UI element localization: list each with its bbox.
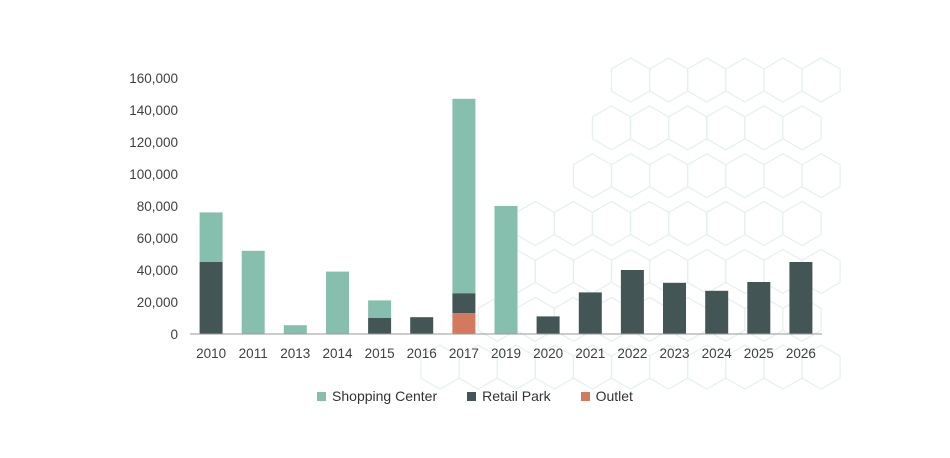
background-hexagon [687, 248, 727, 295]
background-hexagon [801, 248, 841, 295]
x-axis: 2010 2011 2013 2014 2015 2016 2017 2019 2020 2021… [196, 346, 816, 361]
legend-swatch-retail-park [467, 391, 477, 401]
legend-swatch-shopping-center [317, 391, 327, 401]
background-hexagon [782, 296, 822, 342]
y-tick-label: 40,000 [137, 263, 178, 278]
background-hexagon [782, 200, 822, 247]
x-tick-label: 2013 [280, 346, 310, 361]
background-hexagon [629, 105, 670, 151]
background-hexagon [553, 200, 594, 247]
background-hexagon [744, 105, 784, 151]
bar-retail-park-2023 [663, 282, 686, 334]
background-hexagon [763, 153, 803, 199]
x-tick-label: 2020 [533, 346, 563, 361]
hexagon-background-pattern [420, 57, 841, 390]
x-tick-label: 2015 [365, 346, 395, 361]
x-tick-label: 2019 [491, 346, 521, 361]
bar-retail-park-2015 [368, 318, 392, 334]
y-tick-label: 100,000 [129, 167, 178, 182]
background-hexagon [591, 105, 632, 151]
background-hexagon [572, 248, 613, 295]
bar-shopping-center-2013 [283, 325, 307, 334]
background-hexagon [572, 153, 613, 199]
bar-shopping-center-2011 [241, 250, 265, 334]
x-tick-label: 2022 [617, 346, 647, 361]
background-hexagon [801, 344, 841, 390]
y-tick-label: 140,000 [129, 103, 178, 118]
background-hexagon [648, 153, 689, 199]
bar-retail-park-2017 [452, 293, 476, 314]
background-hexagon [687, 57, 727, 103]
y-tick-label: 120,000 [129, 135, 178, 150]
bar-shopping-center-2017 [452, 98, 476, 294]
legend-item-outlet: Outlet [580, 388, 633, 404]
y-tick-label: 80,000 [137, 199, 178, 214]
legend-item-shopping-center: Shopping Center [317, 388, 437, 404]
y-tick-label: 0 [170, 327, 178, 342]
bar-retail-park-2021 [578, 292, 602, 334]
background-hexagon [782, 105, 822, 151]
x-tick-label: 2021 [575, 346, 605, 361]
x-tick-label: 2026 [786, 346, 816, 361]
bars-group [199, 98, 813, 334]
background-hexagon [667, 200, 708, 247]
background-hexagon [801, 57, 841, 103]
background-hexagon [801, 153, 841, 199]
bar-retail-park-2010 [199, 262, 223, 334]
background-hexagon [534, 248, 575, 295]
bar-retail-park-2016 [410, 317, 434, 334]
background-hexagon [744, 200, 784, 247]
bar-retail-park-2025 [747, 282, 771, 334]
background-hexagon [725, 57, 765, 103]
bar-retail-park-2024 [705, 290, 729, 334]
legend-label-outlet: Outlet [595, 388, 633, 404]
y-tick-label: 60,000 [137, 231, 178, 246]
bar-shopping-center-2015 [368, 300, 392, 318]
bar-shopping-center-2019 [494, 206, 518, 334]
bar-retail-park-2022 [620, 270, 644, 334]
bar-shopping-center-2010 [199, 212, 223, 262]
background-hexagon [610, 57, 651, 103]
x-tick-label: 2016 [407, 346, 437, 361]
legend-item-retail-park: Retail Park [467, 388, 551, 404]
bar-shopping-center-2014 [326, 271, 349, 334]
background-hexagon [706, 200, 746, 247]
background-hexagon [648, 57, 689, 103]
background-hexagon [610, 153, 651, 199]
bar-retail-park-2026 [789, 262, 813, 334]
legend-swatch-outlet [580, 391, 590, 401]
background-hexagon [725, 153, 765, 199]
background-hexagon [629, 200, 670, 247]
background-hexagon [515, 200, 555, 247]
x-tick-label: 2025 [744, 346, 774, 361]
y-tick-label: 160,000 [129, 71, 178, 86]
y-axis: 0 20,000 40,000 60,000 80,000 100,000 120,000 1… [129, 71, 178, 342]
legend-label-retail-park: Retail Park [482, 388, 551, 404]
x-tick-label: 2011 [239, 346, 268, 361]
bar-retail-park-2020 [536, 316, 560, 334]
background-hexagon [763, 57, 803, 103]
bar-outlet-2017 [452, 313, 476, 334]
x-tick-label: 2017 [449, 346, 479, 361]
legend: Shopping Center Retail Park Outlet [0, 388, 950, 404]
y-tick-label: 20,000 [137, 295, 178, 310]
background-hexagon [591, 200, 632, 247]
x-tick-label: 2024 [702, 346, 733, 361]
background-hexagon [687, 153, 727, 199]
x-tick-label: 2014 [322, 346, 353, 361]
background-hexagon [667, 105, 708, 151]
x-tick-label: 2023 [659, 346, 689, 361]
legend-label-shopping-center: Shopping Center [332, 388, 438, 404]
x-tick-label: 2010 [196, 346, 226, 361]
background-hexagon [706, 105, 746, 151]
